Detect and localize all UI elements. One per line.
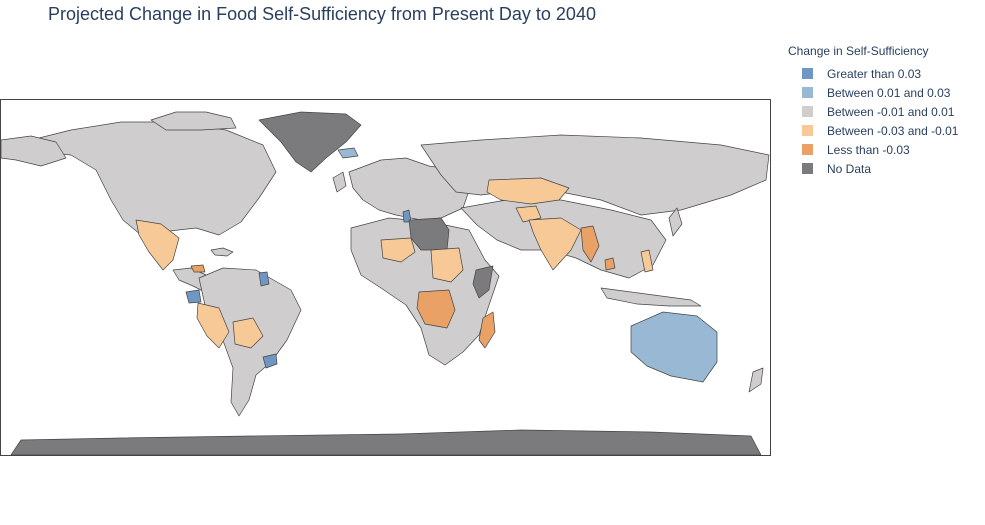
region-russia[interactable]	[420, 134, 770, 216]
region-north-america[interactable]	[30, 121, 277, 236]
region-niger[interactable]	[380, 237, 416, 263]
legend-swatch	[802, 125, 813, 136]
region-caribbean[interactable]	[210, 247, 234, 257]
region-bolivia[interactable]	[232, 317, 264, 349]
legend-item-no-data[interactable]: No Data	[788, 159, 958, 178]
legend-label: Less than -0.03	[827, 142, 910, 157]
region-somalia[interactable]	[472, 265, 494, 299]
legend-item-between-neg-0-01-and-0-01[interactable]: Between -0.01 and 0.01	[788, 102, 958, 121]
legend-swatch	[802, 144, 813, 155]
legend-label: Greater than 0.03	[827, 66, 922, 81]
region-ecuador[interactable]	[185, 289, 202, 304]
region-madagascar[interactable]	[478, 311, 496, 349]
region-australia[interactable]	[630, 311, 718, 383]
region-iceland[interactable]	[337, 147, 359, 159]
legend-label: Between 0.01 and 0.03	[827, 85, 951, 100]
legend-label: Between -0.03 and -0.01	[827, 123, 959, 138]
region-afghanistan[interactable]	[515, 205, 542, 223]
region-uruguay[interactable]	[262, 353, 278, 369]
legend-label: Between -0.01 and 0.01	[827, 104, 955, 119]
region-indonesia[interactable]	[600, 287, 702, 307]
map-layer	[1, 111, 770, 455]
region-kazakhstan[interactable]	[486, 177, 570, 205]
region-myanmar[interactable]	[580, 225, 600, 263]
region-india[interactable]	[528, 217, 582, 271]
region-sudan[interactable]	[430, 247, 464, 283]
legend-item-between-neg-0-03-and-neg-0-01[interactable]: Between -0.03 and -0.01	[788, 121, 958, 140]
region-honduras[interactable]	[190, 264, 206, 273]
world-map[interactable]	[0, 99, 771, 456]
region-new-zealand[interactable]	[748, 367, 764, 393]
region-dr-congo[interactable]	[416, 289, 456, 329]
region-peru[interactable]	[196, 302, 230, 349]
legend-item-less-than-neg-0-03[interactable]: Less than -0.03	[788, 140, 958, 159]
legend: Change in Self-Sufficiency Greater than …	[788, 44, 958, 178]
region-alaska[interactable]	[1, 135, 67, 167]
region-guyana[interactable]	[258, 271, 270, 287]
map-svg[interactable]	[1, 100, 770, 455]
legend-swatch	[802, 87, 813, 98]
region-greenland[interactable]	[258, 111, 362, 173]
region-philippines[interactable]	[640, 249, 654, 273]
region-canadian-arctic-islands[interactable]	[150, 111, 237, 131]
legend-swatch	[802, 68, 813, 79]
region-mexico[interactable]	[135, 219, 180, 271]
region-antarctica[interactable]	[10, 429, 762, 455]
legend-title: Change in Self-Sufficiency	[788, 44, 929, 58]
legend-label: No Data	[827, 161, 872, 176]
legend-swatch	[802, 163, 813, 174]
region-uk[interactable]	[332, 171, 347, 193]
legend-item-greater-than-0-03[interactable]: Greater than 0.03	[788, 64, 958, 83]
legend-swatch	[802, 106, 813, 117]
region-cambodia[interactable]	[604, 257, 616, 271]
legend-item-between-0-01-and-0-03[interactable]: Between 0.01 and 0.03	[788, 83, 958, 102]
chart-title: Projected Change in Food Self-Sufficienc…	[48, 4, 596, 24]
region-japan[interactable]	[668, 207, 683, 237]
